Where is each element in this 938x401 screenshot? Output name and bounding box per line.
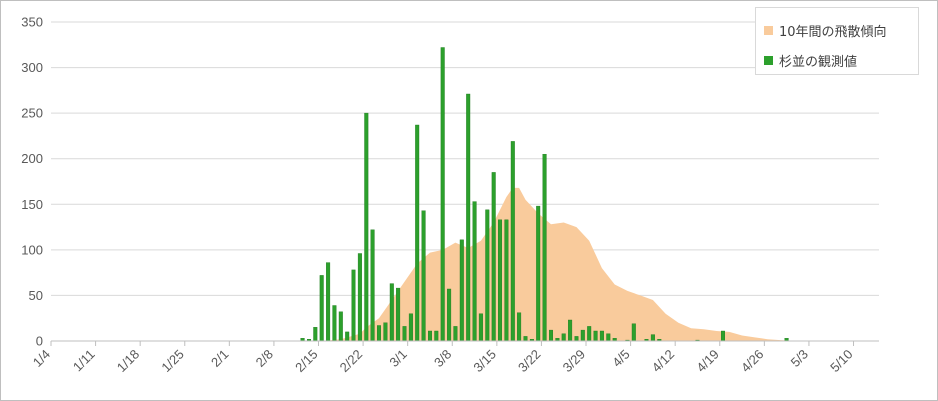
legend-item-area: 10年間の飛散傾向 [764, 21, 887, 40]
observation-bar [580, 329, 585, 342]
observation-bar [364, 112, 369, 342]
observation-bar [415, 124, 420, 342]
legend: 10年間の飛散傾向 杉並の観測値 [755, 7, 919, 75]
observation-bar [357, 253, 362, 342]
x-tick-label: 3/15 [470, 346, 499, 375]
x-tick-label: 4/12 [649, 347, 678, 376]
observation-bar [606, 333, 611, 342]
observation-bar [510, 141, 515, 342]
observation-bar [568, 319, 573, 342]
legend-swatch-area [764, 26, 773, 35]
x-tick-label: 3/22 [515, 346, 544, 375]
observation-bar [402, 326, 407, 342]
x-tick-label: 3/1 [386, 347, 409, 370]
x-tick-label: 1/11 [70, 347, 98, 375]
y-tick-label: 0 [36, 334, 43, 349]
observation-bar [485, 209, 490, 342]
observation-bar [351, 269, 356, 342]
x-tick-label: 3/29 [560, 347, 589, 376]
observation-bar [472, 201, 477, 342]
x-tick-label: 2/1 [208, 346, 231, 369]
observation-bar [345, 331, 350, 342]
observation-bar [428, 330, 433, 342]
observation-bar [434, 330, 439, 342]
observation-bar [408, 313, 413, 342]
observation-bar [332, 305, 337, 342]
y-tick-label: 250 [21, 106, 43, 121]
observation-bar [491, 172, 496, 342]
gridlines [51, 21, 879, 296]
y-tick-label: 150 [21, 197, 43, 212]
observation-bar [421, 210, 426, 342]
observation-bar [440, 47, 445, 342]
legend-label-area: 10年間の飛散傾向 [779, 25, 887, 40]
observation-bar [536, 205, 541, 342]
x-tick-label: 5/10 [827, 346, 856, 375]
observation-bar [498, 219, 503, 342]
observation-bar [587, 326, 592, 342]
observation-bar [453, 326, 458, 342]
observation-bar [459, 239, 464, 342]
y-tick-label: 350 [21, 15, 43, 30]
observation-bar [338, 311, 343, 342]
observation-bar [383, 322, 388, 342]
observation-bar [574, 336, 579, 342]
observation-bar [478, 313, 483, 342]
observation-bar [319, 275, 324, 342]
observation-bar [631, 323, 636, 342]
observation-bar [447, 288, 452, 342]
observation-bar [593, 330, 598, 342]
observation-bar [389, 283, 394, 342]
observation-bar [542, 153, 547, 342]
x-tick-label: 2/22 [337, 347, 366, 376]
x-tick-label: 2/15 [292, 347, 321, 376]
legend-item-bars: 杉並の観測値 [764, 51, 857, 70]
x-tick-label: 3/8 [431, 347, 454, 370]
y-tick-label: 300 [21, 60, 43, 75]
observation-bar [504, 219, 509, 342]
observation-bar [466, 93, 471, 342]
observation-bar [599, 330, 604, 342]
x-tick-label: 4/26 [738, 347, 767, 376]
y-tick-label: 100 [21, 242, 43, 257]
y-tick-label: 200 [21, 151, 43, 166]
x-tick-label: 5/3 [788, 346, 811, 369]
observation-bar [517, 312, 522, 342]
observation-bar [650, 334, 655, 342]
observation-bar [549, 329, 554, 342]
x-tick-label: 4/5 [609, 347, 632, 370]
y-tick-label: 50 [29, 288, 43, 303]
legend-swatch-bars [764, 56, 773, 65]
x-tick-label: 4/19 [693, 347, 722, 376]
observation-bar [313, 327, 318, 342]
x-tick-label: 1/25 [158, 347, 187, 376]
bar-series [300, 47, 789, 342]
x-tick-label: 1/18 [114, 347, 143, 376]
observation-bar [326, 262, 331, 342]
legend-label-bars: 杉並の観測値 [779, 55, 858, 70]
observation-bar [370, 229, 375, 342]
observation-bar [721, 330, 726, 342]
observation-bar [561, 333, 566, 342]
observation-bar [396, 287, 401, 342]
observation-bar [377, 325, 382, 342]
observation-bar [523, 336, 528, 342]
x-tick-label: 1/4 [30, 347, 53, 370]
x-tick-label: 2/8 [253, 346, 276, 369]
